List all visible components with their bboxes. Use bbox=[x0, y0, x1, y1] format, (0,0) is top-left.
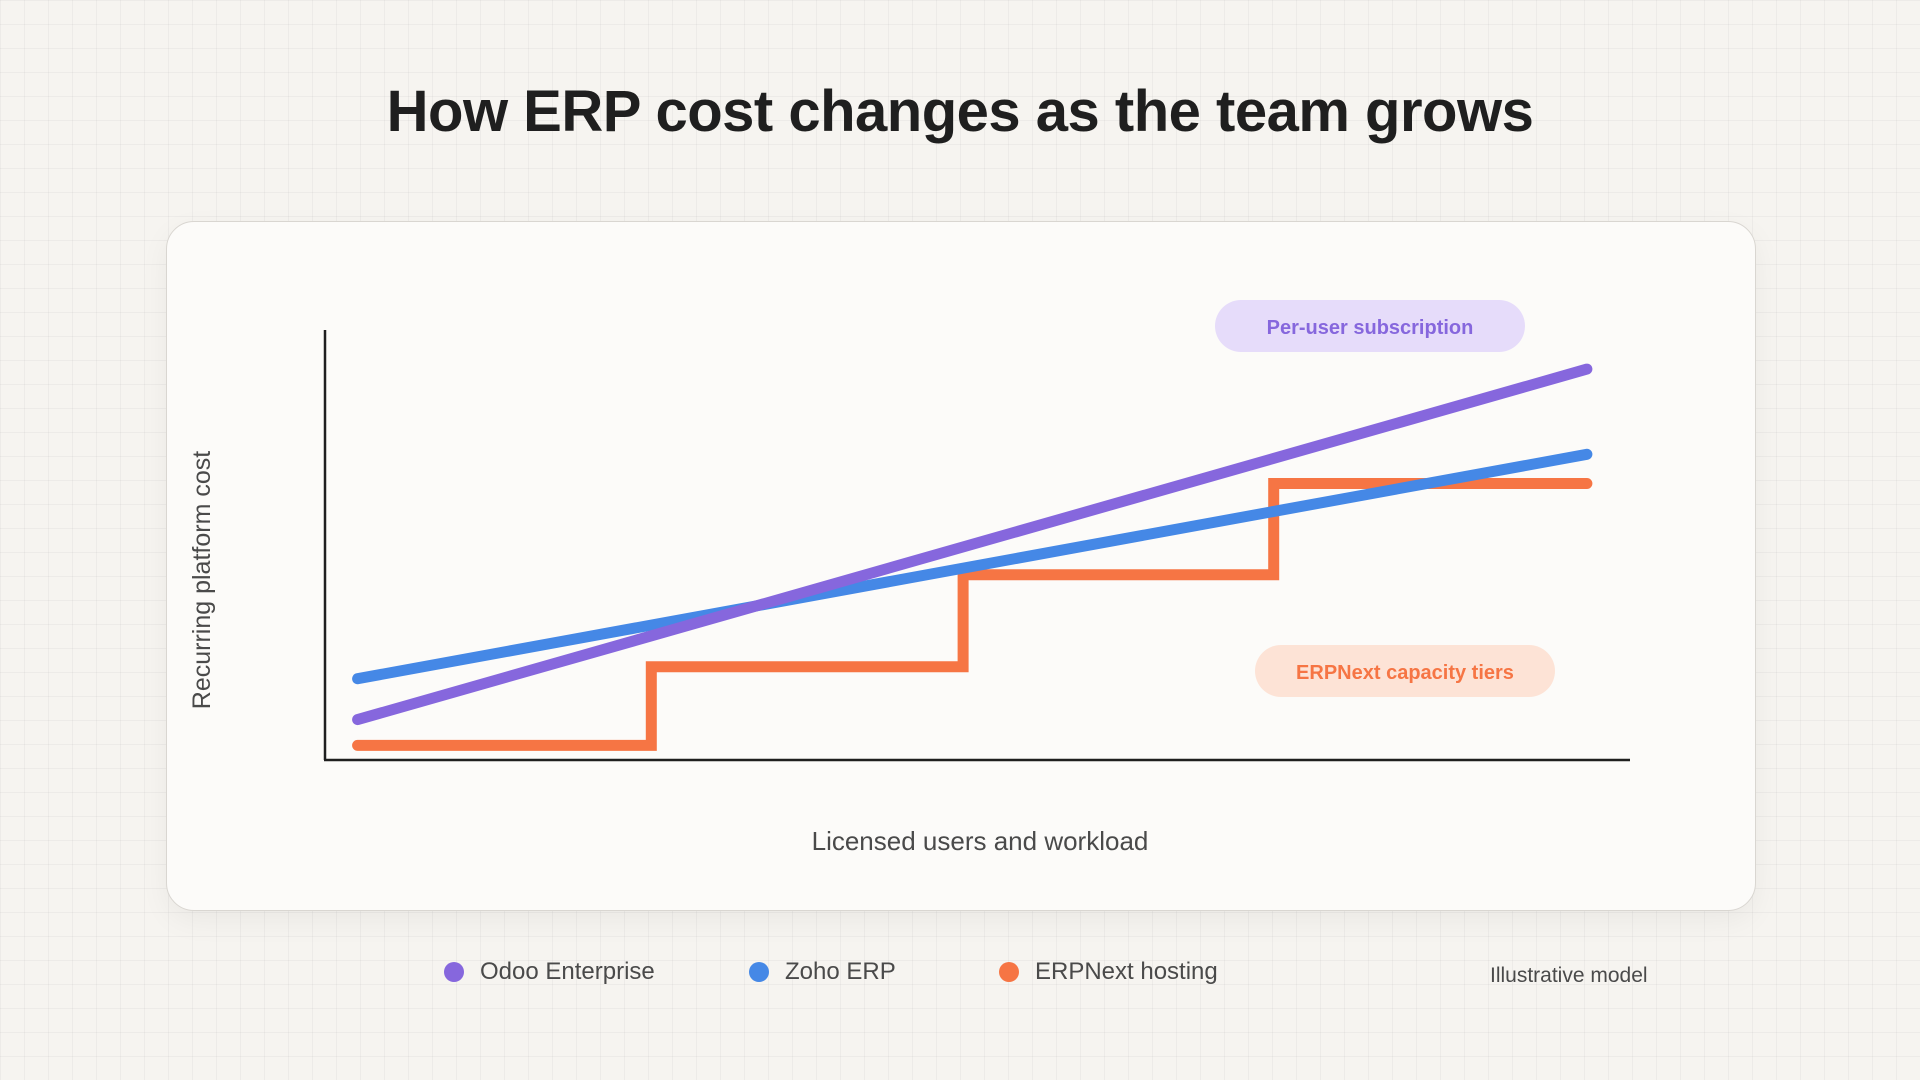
series-line-erpnext bbox=[352, 478, 1593, 751]
legend: Odoo Enterprise Zoho ERP ERPNext hosting bbox=[0, 958, 1920, 994]
x-axis-label: Licensed users and workload bbox=[812, 826, 1149, 856]
page-title: How ERP cost changes as the team grows bbox=[386, 79, 1534, 144]
subscription-pill-label: Per-user subscription bbox=[1267, 317, 1474, 339]
subscription-annotation: Per-user subscription bbox=[1215, 300, 1525, 352]
subscription-pill bbox=[1215, 300, 1525, 352]
legend-item-odoo: Odoo Enterprise bbox=[444, 958, 655, 986]
legend-dot-zoho bbox=[749, 962, 769, 982]
legend-item-zoho: Zoho ERP bbox=[749, 958, 896, 986]
legend-dot-erpnext bbox=[999, 962, 1019, 982]
capacity-pill bbox=[1255, 645, 1555, 697]
legend-dot-odoo bbox=[444, 962, 464, 982]
series-line-odoo bbox=[352, 363, 1593, 726]
legend-label-zoho: Zoho ERP bbox=[785, 958, 896, 985]
series-layer bbox=[352, 363, 1593, 751]
legend-item-erpnext: ERPNext hosting bbox=[999, 958, 1218, 986]
y-axis-label: Recurring platform cost bbox=[188, 451, 216, 709]
legend-label-odoo: Odoo Enterprise bbox=[480, 958, 655, 985]
series-line-zoho bbox=[352, 448, 1593, 685]
illustrative-note: Illustrative model bbox=[1490, 964, 1648, 987]
legend-label-erpnext: ERPNext hosting bbox=[1035, 958, 1218, 985]
capacity-pill-label: ERPNext capacity tiers bbox=[1296, 662, 1514, 684]
capacity-annotation: ERPNext capacity tiers bbox=[1255, 645, 1555, 697]
